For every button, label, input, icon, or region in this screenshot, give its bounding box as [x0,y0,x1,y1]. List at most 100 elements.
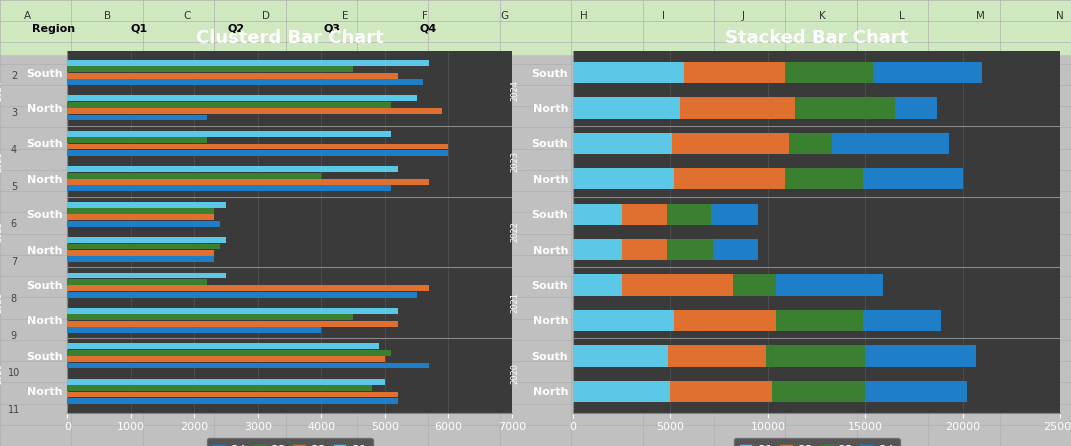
Bar [0,267,67,338]
Legend: Q1, Q2, Q3, Q4: Q1, Q2, Q3, Q4 [734,438,900,446]
Text: M: M [977,11,985,21]
Text: 2022: 2022 [510,221,519,243]
Bar [785,62,873,83]
Bar [573,62,684,83]
Bar [67,208,213,214]
Text: B: B [104,11,110,21]
Bar [67,150,449,156]
Bar [67,379,384,384]
Text: D: D [262,11,270,21]
Text: 2021: 2021 [510,292,519,313]
Bar [67,179,429,185]
Bar [476,338,573,409]
Bar [684,62,785,83]
Bar [67,202,226,207]
Bar [666,203,711,225]
Bar [675,168,785,190]
Bar [476,197,573,267]
Bar [476,55,573,126]
Bar [573,239,621,260]
Bar [573,133,673,154]
Bar [67,356,384,362]
Text: I: I [662,11,665,21]
Title: Clusterd Bar Chart: Clusterd Bar Chart [196,29,383,47]
Bar [666,239,713,260]
Bar [67,102,391,107]
Bar [67,398,397,404]
Bar [67,256,213,262]
Text: L: L [899,11,904,21]
Bar [670,381,772,402]
Bar [67,343,379,349]
Bar [766,345,865,367]
Bar [863,168,963,190]
Bar [0,0,1071,54]
Title: Stacked Bar Chart: Stacked Bar Chart [725,29,908,47]
Bar [573,168,675,190]
Bar [67,79,423,85]
Text: 11: 11 [7,405,20,415]
Bar [680,97,795,119]
Bar [573,381,670,402]
Bar [865,381,967,402]
Text: Q1: Q1 [131,24,148,34]
Text: J: J [741,11,744,21]
Bar [675,310,775,331]
Text: N: N [1056,11,1065,21]
Bar [67,244,220,249]
Text: Q4: Q4 [420,24,437,34]
Text: 4: 4 [11,145,17,155]
Bar [67,314,353,320]
Bar [67,215,213,220]
Bar [67,137,207,143]
Bar [863,310,941,331]
Legend: Q4, Q3, Q2, Q1: Q4, Q3, Q2, Q1 [207,438,373,446]
Text: 2020: 2020 [510,363,519,384]
Bar [67,221,220,227]
Bar [67,321,397,326]
Bar [775,274,883,296]
Text: A: A [25,11,31,21]
Bar [67,115,207,120]
Bar [67,285,429,291]
Bar [573,274,621,296]
Bar [573,345,668,367]
Bar [865,345,977,367]
Bar [67,144,449,149]
Text: 8: 8 [11,294,17,304]
Bar [67,60,429,66]
Bar [67,108,442,114]
Bar [775,310,863,331]
Bar [67,237,226,243]
Bar [67,279,207,285]
Bar [673,133,789,154]
Bar [67,385,373,391]
Bar [67,73,397,78]
Bar [67,131,391,137]
Bar [795,97,894,119]
Bar [67,308,397,314]
Text: Q2: Q2 [227,24,244,34]
Bar [573,97,680,119]
Bar [873,62,982,83]
Text: 7: 7 [11,256,17,267]
Bar [476,267,573,338]
Text: 2023: 2023 [510,150,519,172]
Bar [894,97,937,119]
Bar [0,338,67,409]
Text: G: G [500,11,509,21]
Bar [832,133,949,154]
Bar [0,126,67,197]
Bar [476,126,573,197]
Text: 3: 3 [11,108,17,118]
Bar [67,392,397,397]
Text: 9: 9 [11,331,17,341]
Text: Q3: Q3 [323,24,341,34]
Text: 2: 2 [11,71,17,81]
Bar [733,274,775,296]
Bar [67,250,213,256]
Text: 6: 6 [11,219,17,230]
Bar [711,203,758,225]
Bar [67,363,429,368]
Bar [772,381,865,402]
